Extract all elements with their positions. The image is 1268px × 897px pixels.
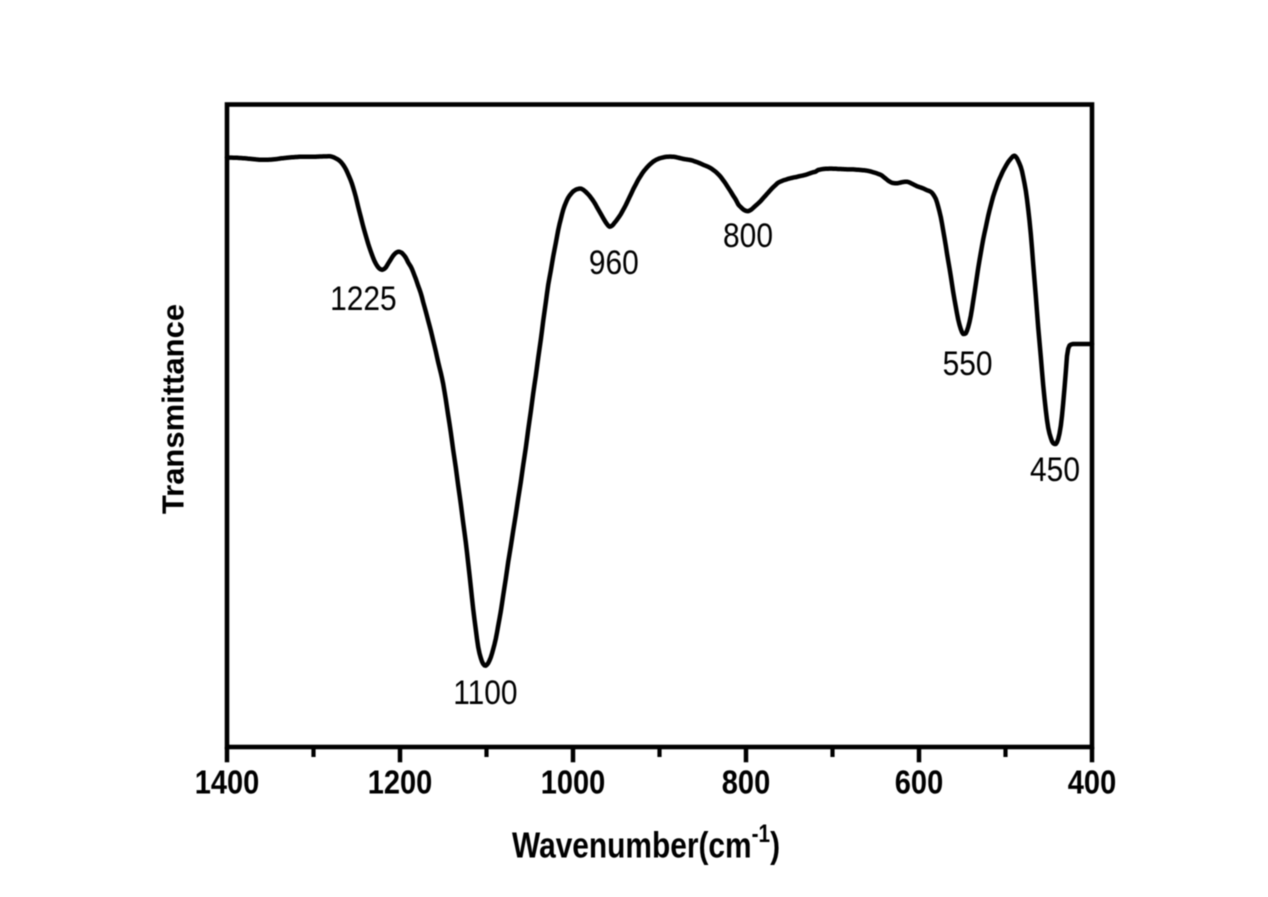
svg-text:960: 960 (589, 243, 639, 281)
svg-text:800: 800 (722, 764, 770, 801)
svg-text:600: 600 (895, 764, 943, 801)
svg-text:1200: 1200 (368, 764, 433, 801)
svg-text:Transmittance: Transmittance (156, 304, 191, 514)
svg-text:1225: 1225 (330, 279, 397, 317)
svg-text:450: 450 (1030, 450, 1080, 488)
svg-text:1100: 1100 (453, 673, 517, 711)
svg-text:400: 400 (1068, 764, 1116, 801)
svg-text:Wavenumber(cm-1): Wavenumber(cm-1) (512, 819, 780, 866)
svg-text:1400: 1400 (195, 764, 260, 801)
svg-text:550: 550 (943, 344, 993, 382)
svg-text:1000: 1000 (541, 764, 606, 801)
svg-text:800: 800 (723, 216, 773, 254)
